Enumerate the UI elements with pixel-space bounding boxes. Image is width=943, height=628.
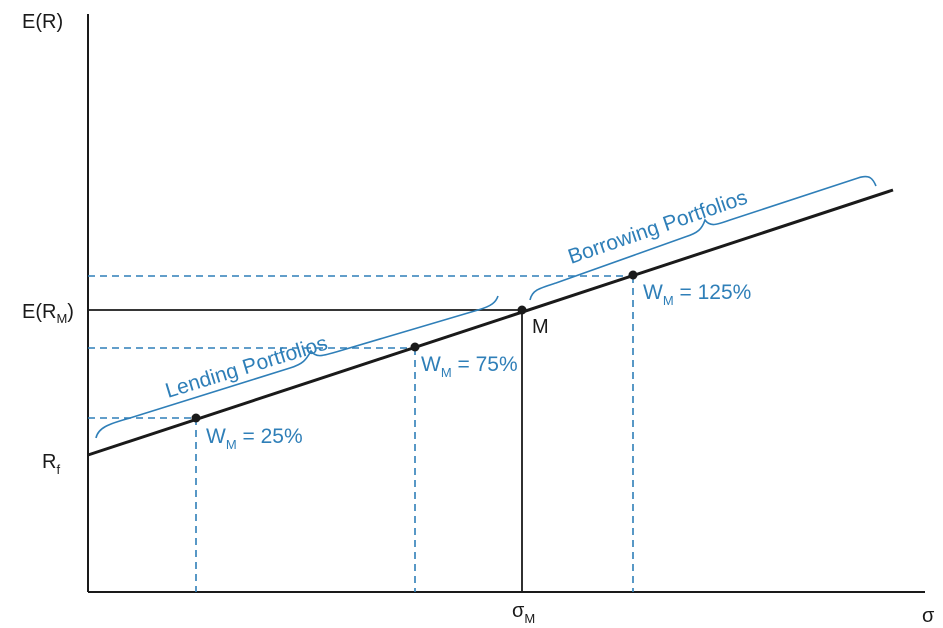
point-w75	[410, 342, 420, 352]
market-point-label: M	[532, 316, 549, 338]
capital-market-line	[87, 188, 894, 457]
portfolio-label-25: WM = 25%	[206, 425, 303, 452]
lending-brace	[95, 295, 499, 439]
y-axis-label: E(R)	[22, 11, 63, 33]
risk-free-label: Rf	[42, 451, 60, 477]
point-market	[517, 305, 527, 315]
point-w125	[628, 270, 638, 280]
market-return-label: E(RM)	[22, 301, 74, 326]
portfolio-label-125: WM = 125%	[643, 281, 751, 308]
borrowing-portfolios-label: Borrowing Portfolios	[565, 186, 750, 269]
market-sigma-label: σM	[512, 600, 535, 626]
x-axis-label: σ	[922, 605, 935, 627]
borrowing-brace	[529, 175, 877, 301]
portfolio-label-75: WM = 75%	[421, 353, 518, 380]
point-w25	[191, 413, 201, 423]
lending-portfolios-label: Lending Portfolios	[163, 332, 331, 403]
